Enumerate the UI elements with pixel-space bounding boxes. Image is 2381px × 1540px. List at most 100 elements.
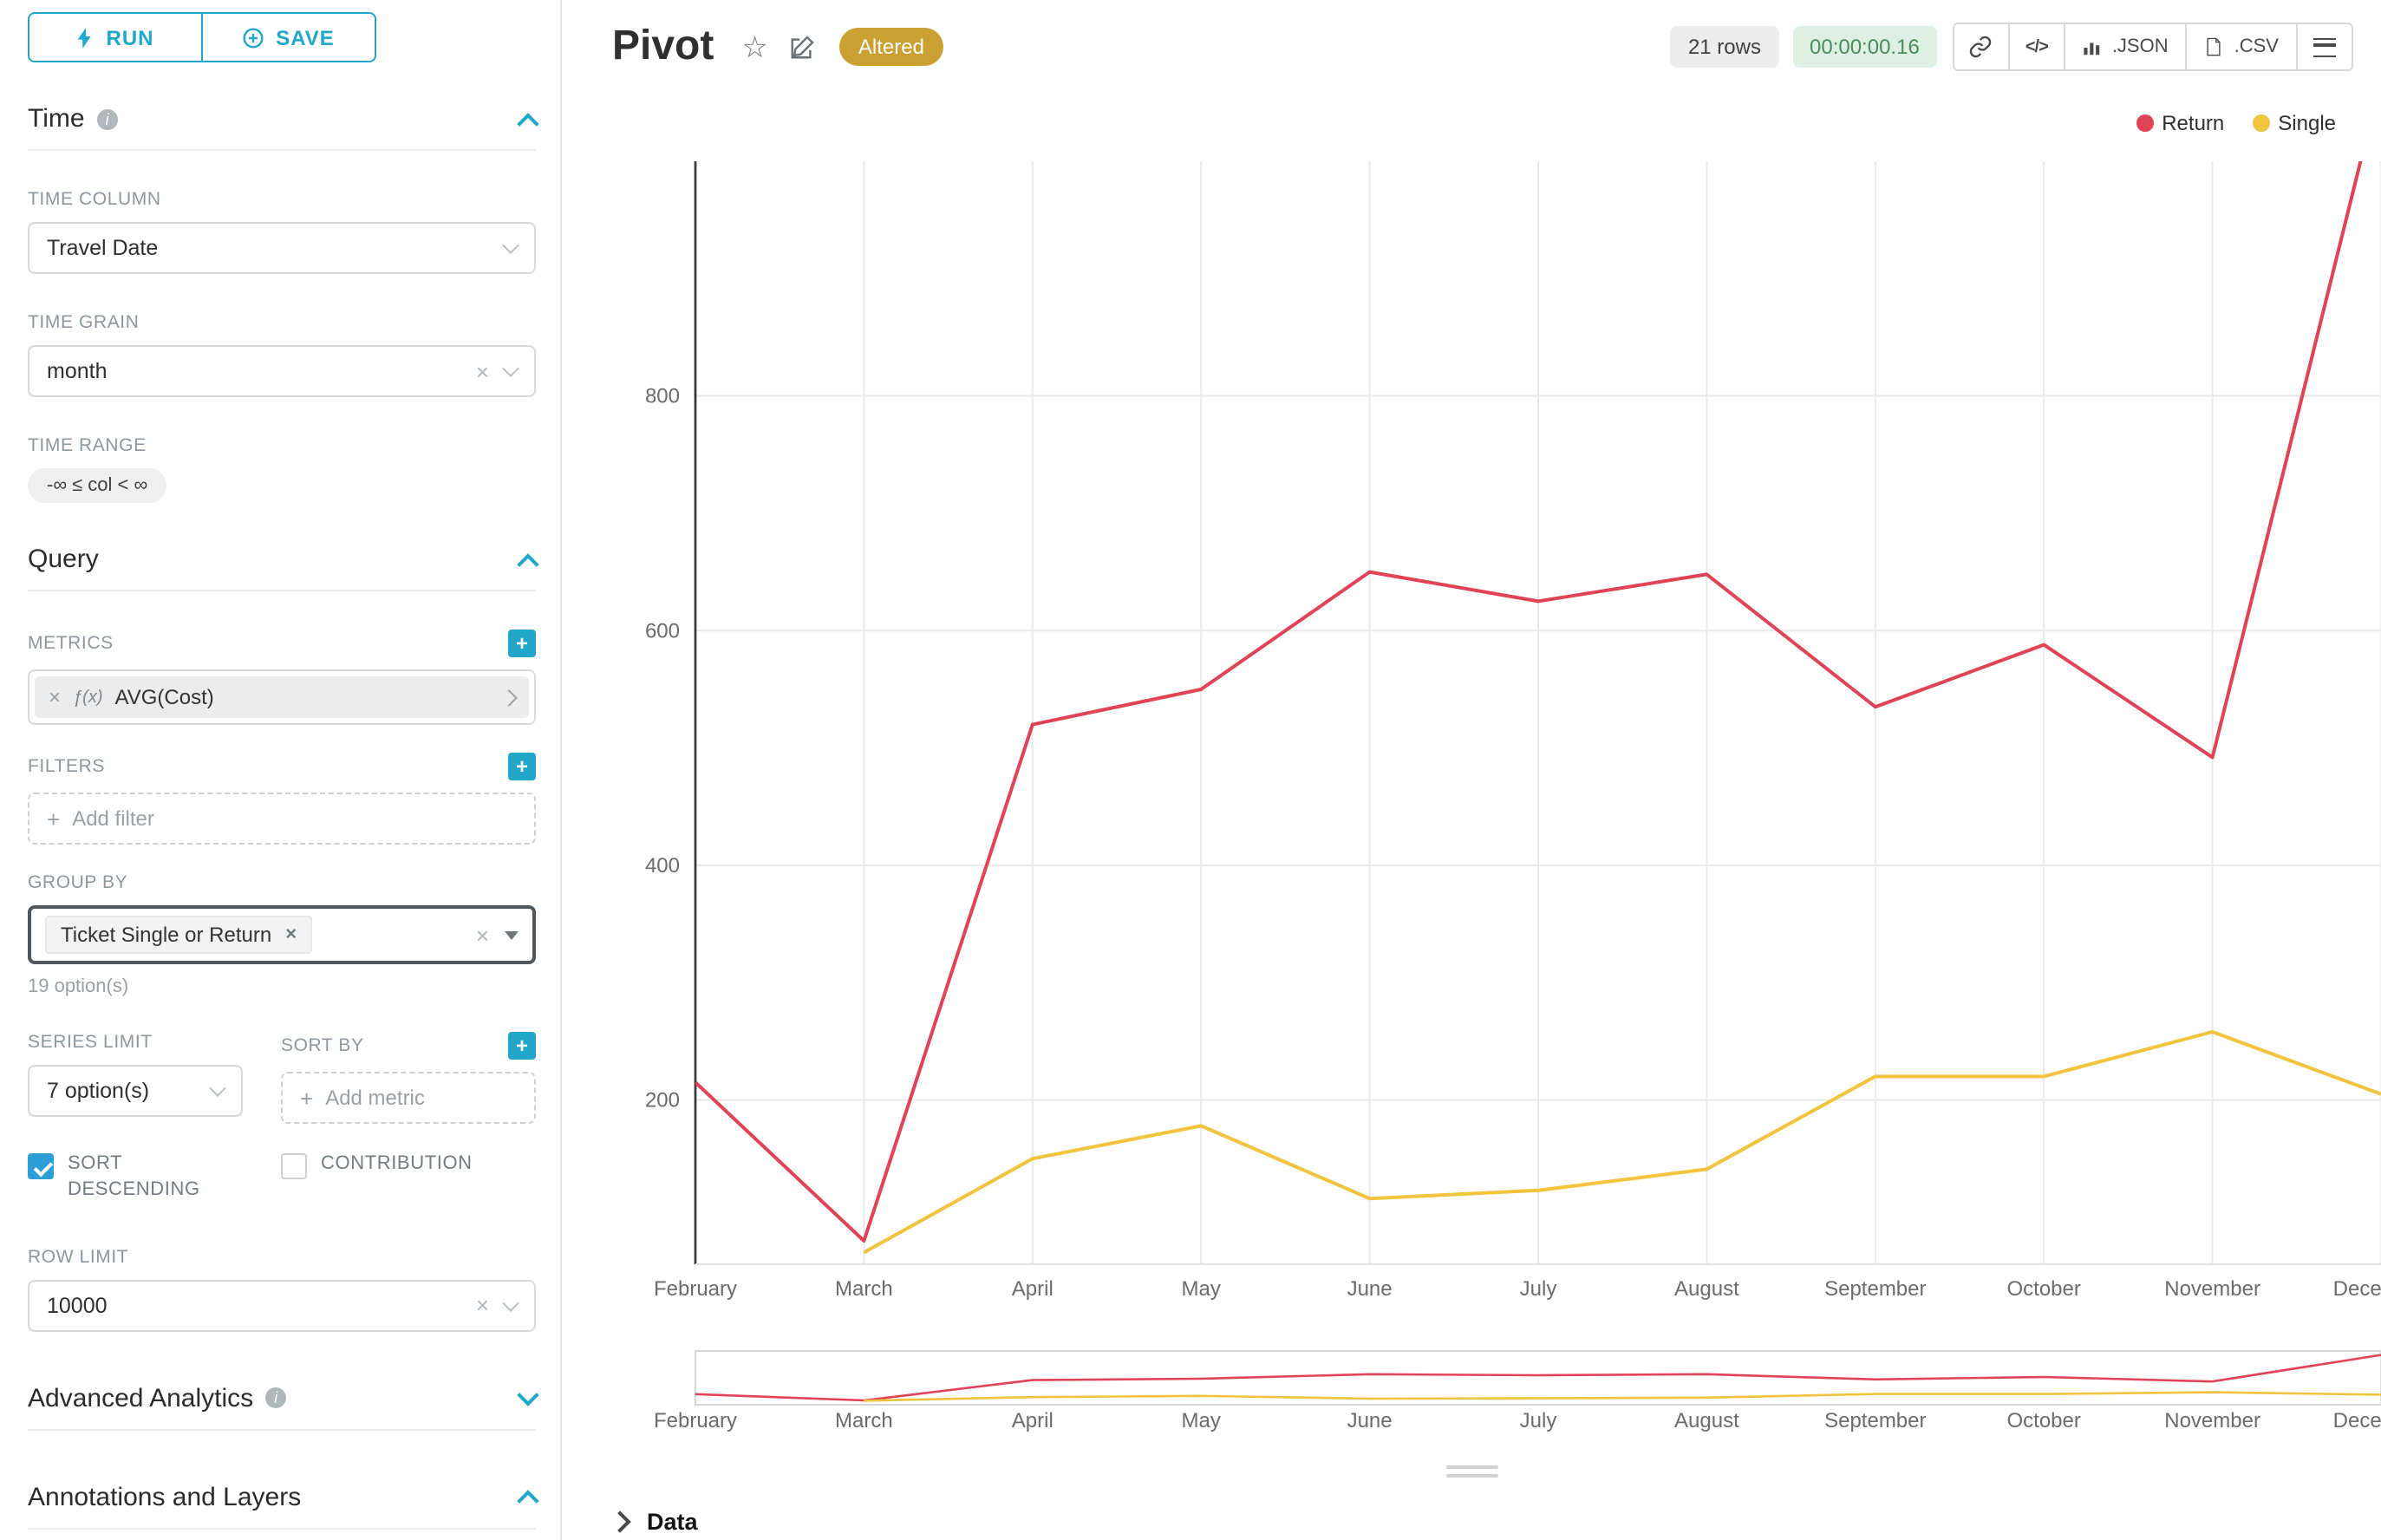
data-panel-toggle[interactable]: Data <box>564 1502 2381 1540</box>
code-icon: </> <box>2025 37 2049 56</box>
svg-text:February: February <box>654 1409 737 1432</box>
chevron-down-icon <box>505 930 519 939</box>
chart-legend: Return Single <box>2136 111 2336 135</box>
contribution-control[interactable]: CONTRIBUTION <box>281 1152 473 1205</box>
edit-properties-icon[interactable] <box>789 34 815 60</box>
function-icon: ƒ(x) <box>73 688 103 707</box>
svg-text:200: 200 <box>645 1089 680 1113</box>
sort-by-label: SORT BY <box>281 1035 364 1056</box>
legend-item-single[interactable]: Single <box>2252 111 2336 135</box>
svg-text:600: 600 <box>645 619 680 643</box>
bar-chart-icon <box>2084 42 2100 55</box>
svg-text:March: March <box>835 1277 893 1301</box>
time-range-group: TIME RANGE -∞ ≤ col < ∞ <box>28 435 536 503</box>
legend-item-return[interactable]: Return <box>2136 111 2224 135</box>
row-limit-select[interactable]: 10000 × <box>28 1279 536 1332</box>
chevron-up-icon[interactable] <box>517 112 539 134</box>
export-csv-button[interactable]: .CSV <box>2185 23 2298 71</box>
contribution-checkbox[interactable] <box>281 1153 307 1179</box>
remove-tag-icon[interactable]: × <box>285 923 297 944</box>
add-filter-label: Add filter <box>72 806 154 831</box>
file-icon <box>2208 37 2221 56</box>
row-limit-label: ROW LIMIT <box>28 1246 129 1268</box>
row-count-badge: 21 rows <box>1670 26 1778 68</box>
svg-text:March: March <box>835 1409 893 1432</box>
chevron-up-icon[interactable] <box>517 1490 539 1513</box>
svg-text:400: 400 <box>645 854 680 878</box>
chevron-right-icon <box>609 1510 631 1532</box>
chart-svg: 200 400 600 800 February March April May June Jul… <box>645 161 2381 1432</box>
svg-text:May: May <box>1182 1409 1221 1432</box>
chevron-down-icon[interactable] <box>517 1383 539 1406</box>
row-limit-group: ROW LIMIT 10000 × <box>28 1247 536 1332</box>
remove-metric-icon[interactable]: × <box>49 685 62 709</box>
svg-text:September: September <box>1824 1277 1926 1301</box>
clear-icon[interactable]: × <box>475 1292 489 1319</box>
group-by-select[interactable]: Ticket Single or Return × × <box>28 905 536 964</box>
svg-text:October: October <box>2007 1409 2081 1432</box>
legend-dot-icon <box>2136 114 2154 132</box>
save-button-label: SAVE <box>276 25 335 49</box>
time-range-pill[interactable]: -∞ ≤ col < ∞ <box>28 468 167 503</box>
metrics-label: METRICS <box>28 633 114 654</box>
query-section-header[interactable]: Query <box>28 545 539 591</box>
svg-text:August: August <box>1674 1277 1739 1301</box>
svg-text:November: November <box>2164 1277 2260 1301</box>
copy-link-button[interactable] <box>1952 23 2010 71</box>
advanced-analytics-header[interactable]: Advanced Analytics i <box>28 1383 539 1431</box>
sort-descending-label: SORT DESCENDING <box>68 1153 200 1201</box>
group-by-label: GROUP BY <box>28 872 128 893</box>
svg-text:July: July <box>1520 1277 1557 1301</box>
time-column-select[interactable]: Travel Date <box>28 222 536 274</box>
export-json-button[interactable]: .JSON <box>2063 23 2188 71</box>
run-button-label: RUN <box>106 25 154 49</box>
sort-descending-control[interactable]: SORT DESCENDING <box>28 1152 262 1205</box>
clear-icon[interactable]: × <box>475 358 489 384</box>
metric-pill[interactable]: × ƒ(x) AVG(Cost) <box>35 676 529 718</box>
add-metric-label: Add metric <box>325 1086 425 1110</box>
metrics-group: METRICS + × ƒ(x) AVG(Cost) <box>28 630 536 725</box>
clear-icon[interactable]: × <box>475 922 489 948</box>
add-metric-button[interactable]: + <box>508 630 536 657</box>
info-icon: i <box>96 108 118 129</box>
altered-badge[interactable]: Altered <box>838 28 943 66</box>
favorite-star-icon[interactable]: ☆ <box>741 30 768 63</box>
chevron-down-icon <box>209 1080 226 1097</box>
time-section-header[interactable]: Time i <box>28 104 539 151</box>
add-filter-dropzone[interactable]: + Add filter <box>28 793 536 845</box>
line-chart: 200 400 600 800 February March April May June Jul… <box>564 80 2381 1432</box>
pane-resize-handle[interactable] <box>564 1465 2381 1478</box>
svg-text:July: July <box>1520 1409 1557 1432</box>
bolt-icon <box>78 27 92 48</box>
annotations-layers-title: Annotations and Layers <box>28 1482 302 1512</box>
filters-group: FILTERS + + Add filter <box>28 753 536 845</box>
annotations-layers-header[interactable]: Annotations and Layers <box>28 1482 539 1530</box>
control-panel-sidebar: RUN SAVE Time i TIME COLUMN Travel Date … <box>0 0 562 1540</box>
row-limit-value: 10000 <box>47 1293 108 1318</box>
chevron-up-icon[interactable] <box>517 552 539 575</box>
add-sort-metric-button[interactable]: + <box>508 1032 536 1060</box>
query-section-title: Query <box>28 545 99 574</box>
svg-text:June: June <box>1347 1277 1393 1301</box>
series-limit-select[interactable]: 7 option(s) <box>28 1065 243 1117</box>
add-sort-metric-dropzone[interactable]: + Add metric <box>281 1072 536 1124</box>
add-filter-button[interactable]: + <box>508 753 536 780</box>
data-panel-label: Data <box>647 1508 698 1534</box>
legend-dot-icon <box>2252 114 2270 132</box>
time-grain-select[interactable]: month × <box>28 345 536 397</box>
embed-code-button[interactable]: </> <box>2007 23 2065 71</box>
time-column-group: TIME COLUMN Travel Date <box>28 189 536 274</box>
time-grain-value: month <box>47 359 108 383</box>
group-by-tag: Ticket Single or Return × <box>45 916 313 954</box>
checkbox-row: SORT DESCENDING CONTRIBUTION <box>28 1152 536 1205</box>
save-button[interactable]: SAVE <box>201 12 376 62</box>
series-limit-group: SERIES LIMIT 7 option(s) <box>28 1032 243 1124</box>
sort-descending-checkbox[interactable] <box>28 1153 54 1179</box>
svg-text:September: September <box>1824 1409 1926 1432</box>
chart-menu-button[interactable] <box>2296 23 2353 71</box>
group-by-group: GROUP BY Ticket Single or Return × × 19 … <box>28 872 536 997</box>
run-button[interactable]: RUN <box>28 12 203 62</box>
legend-label: Single <box>2278 111 2336 135</box>
plus-icon: + <box>300 1085 314 1111</box>
